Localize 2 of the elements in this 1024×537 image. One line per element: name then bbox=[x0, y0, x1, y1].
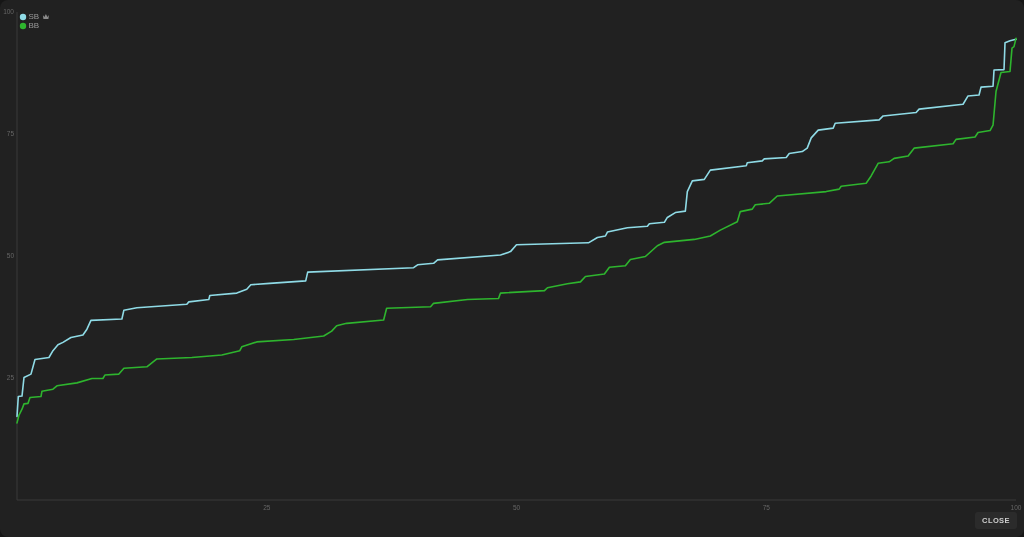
legend-label: SB bbox=[28, 12, 40, 22]
legend-label: BB bbox=[28, 21, 40, 31]
